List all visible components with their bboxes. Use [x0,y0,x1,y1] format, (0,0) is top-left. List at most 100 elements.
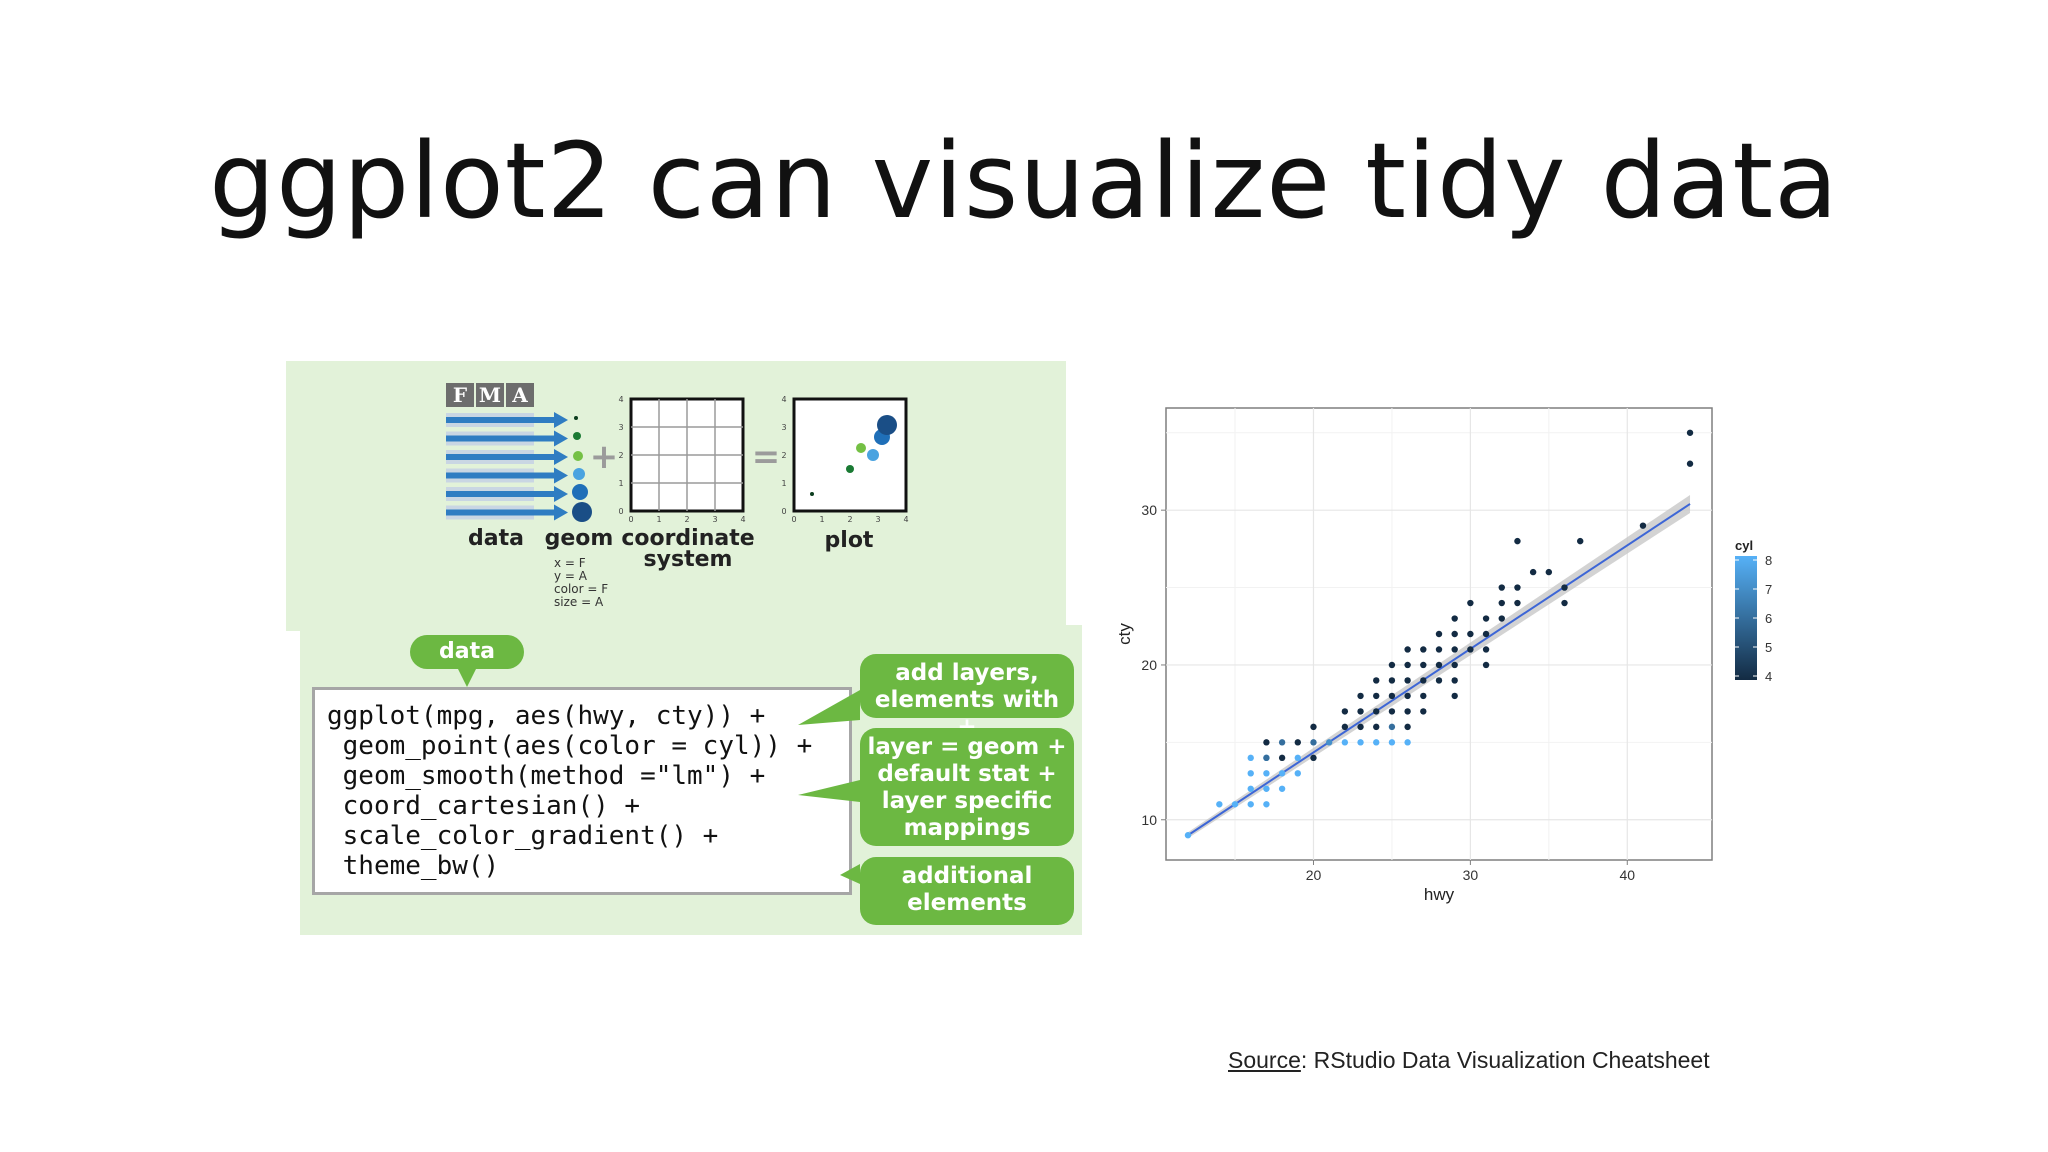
data-point [1357,739,1364,746]
code-line: coord_cartesian() + [327,791,641,821]
axis-tick-label: 0 [618,507,623,516]
data-label: data [468,526,524,551]
data-point [1325,739,1333,746]
data-point [1373,708,1380,715]
y-tick-label: 30 [1141,502,1157,518]
data-point [1388,661,1396,669]
data-point [1561,599,1568,607]
code-line: geom_smooth(method ="lm") + [327,761,766,791]
data-point [1247,801,1254,808]
data-point [1404,723,1411,731]
axis-tick-label: 2 [847,515,852,524]
aes-mapping-list: x = F y = A color = F size = A [554,556,609,609]
table-header-m: M [479,383,501,407]
data-point [1388,677,1396,684]
data-point [1404,661,1411,669]
legend-tick-label: 6 [1765,611,1772,626]
data-point [1529,568,1537,576]
data-point [1435,630,1443,638]
data-point [1435,677,1443,684]
data-point [1639,522,1647,529]
code-line: geom_point(aes(color = cyl)) + [327,731,813,761]
plot-label: plot [824,528,874,553]
x-tick-label: 20 [1306,867,1322,883]
equals-operator: = [752,437,781,477]
y-tick-label: 20 [1141,657,1157,673]
data-point [1686,429,1694,436]
axis-tick-label: 3 [875,515,880,524]
data-point [1247,770,1254,777]
legend-title: cyl [1735,538,1753,553]
data-point [1404,646,1411,653]
data-point [1514,584,1521,591]
data-point [1373,677,1380,684]
x-tick-label: 40 [1619,867,1635,883]
data-point [1451,630,1458,638]
axis-tick-label: 1 [656,515,661,524]
data-point [1498,615,1505,622]
code-line: ggplot(mpg, aes(hwy, cty)) + [327,701,766,731]
data-point [1294,770,1301,777]
data-point [1467,630,1474,638]
data-point [1357,708,1364,715]
source-text: : RStudio Data Visualization Cheatsheet [1300,1047,1710,1073]
data-point [1341,723,1349,731]
data-point [1514,599,1521,607]
smooth-line [1187,503,1691,837]
data-point [1388,692,1396,700]
data-point [1482,661,1490,669]
data-point [1357,723,1364,731]
data-point [1498,584,1505,591]
data-point [1388,708,1396,715]
legend-tick-label: 8 [1765,553,1772,568]
data-point [1435,646,1443,653]
data-point [1404,739,1411,746]
data-point [1545,568,1553,576]
axis-tick-label: 2 [684,515,689,524]
data-point [1404,708,1411,715]
data-point [1420,661,1427,669]
axis-tick-label: 1 [819,515,824,524]
data-callout: data [410,635,524,687]
slide-title: ggplot2 can visualize tidy data [209,120,1839,242]
data-table-icon: F M A [446,383,568,521]
code-line: theme_bw() [327,851,500,881]
axis-tick-label: 4 [740,515,745,524]
data-point [1482,615,1490,622]
plus-operator: + [590,437,619,477]
legend-tick-label: 5 [1765,640,1772,655]
data-point [1310,754,1317,762]
source-label: Source [1228,1047,1301,1073]
data-point [1294,739,1301,746]
data-point [1278,739,1286,746]
scatter-chart: 20 30 40 10 20 30 hwy cty cyl 8 7 6 5 4 [1115,407,1772,904]
code-line: scale_color_gradient() + [327,821,719,851]
data-point [1247,754,1254,762]
x-axis-label: hwy [1424,885,1455,904]
note-add-layers: add layers, elements with + [860,654,1074,740]
data-point [1451,677,1458,684]
data-point [1278,785,1286,792]
data-point [1263,801,1270,808]
data-point [1341,708,1349,715]
data-point [1184,832,1192,839]
data-point [1310,723,1317,731]
data-point [1514,537,1521,545]
data-point [1482,646,1490,653]
data-point [1420,708,1427,715]
legend-tick-label: 7 [1765,582,1772,597]
code-box: ggplot(mpg, aes(hwy, cty)) + geom_point(… [312,687,852,895]
data-point [1388,739,1396,746]
note-additional-elements: additional elements [860,857,1074,925]
axis-tick-label: 0 [628,515,633,524]
data-point [1341,739,1349,746]
data-point [1247,785,1254,792]
data-point [1216,801,1223,808]
legend-colorbar [1735,556,1757,680]
data-point [1451,692,1458,700]
data-point [1686,460,1694,467]
data-point [1467,646,1474,653]
source-citation: Source: RStudio Data Visualization Cheat… [1228,1047,1710,1074]
data-point [1467,599,1474,607]
